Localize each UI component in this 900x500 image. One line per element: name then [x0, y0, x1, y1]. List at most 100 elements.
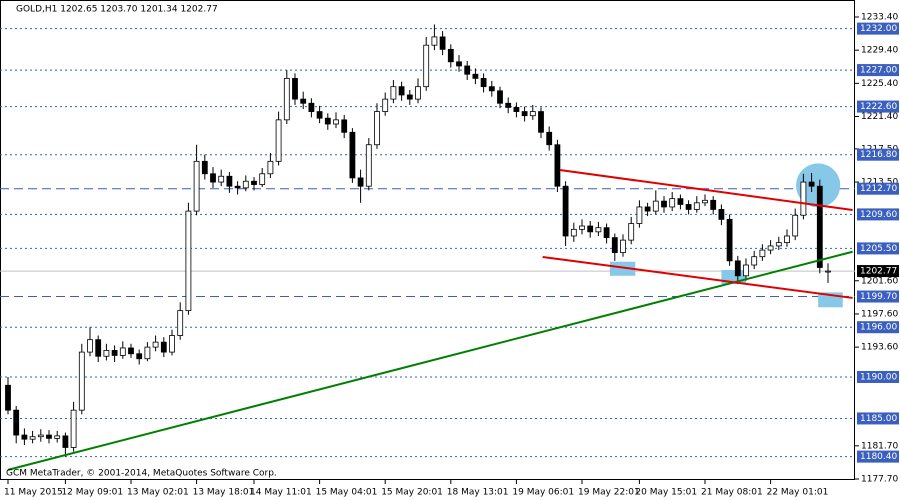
level-label: 1185.00 — [860, 414, 897, 424]
candle-body — [275, 119, 282, 162]
level-label: 1199.70 — [860, 292, 897, 302]
last-price-box — [857, 265, 899, 278]
candle-body — [661, 200, 667, 208]
highlight-ellipse — [796, 163, 841, 208]
candle-body — [825, 270, 831, 273]
candle-body — [29, 436, 36, 440]
candle-body — [210, 173, 216, 183]
candle-body — [128, 347, 134, 355]
candle-body — [218, 175, 225, 183]
x-tick-label: 18 May 13:01 — [447, 488, 509, 498]
trend-line — [7, 250, 853, 471]
candle-body — [406, 94, 413, 100]
y-tick-label: 1181.70 — [861, 441, 898, 451]
level-label-box — [857, 148, 899, 161]
candle-body — [538, 111, 544, 133]
chart-title: GOLD,H1 1202.65 1203.70 1201.34 1202.77 — [16, 5, 218, 15]
level-label-box — [857, 242, 899, 255]
candle-body — [513, 107, 520, 112]
candle-body — [529, 111, 536, 117]
level-label-box — [857, 64, 899, 77]
level-label: 1196.00 — [860, 323, 897, 333]
candle-body — [357, 177, 364, 187]
y-tick-label: 1229.40 — [861, 46, 898, 56]
candle-body — [390, 86, 397, 100]
level-label-box — [857, 412, 899, 425]
x-tick-label: 15 May 20:01 — [381, 488, 443, 498]
level-label-box — [857, 208, 899, 221]
axes: 1233.401229.401225.401221.401217.501213.… — [4, 13, 899, 498]
candle-body — [784, 235, 790, 244]
x-tick-label: 19 May 06:01 — [512, 488, 574, 498]
last-price-label: 1202.77 — [860, 267, 897, 277]
candle-body — [808, 181, 815, 187]
candle-body — [718, 209, 725, 220]
candle-body — [21, 434, 28, 440]
candle-body — [456, 61, 462, 67]
candle-body — [423, 44, 430, 88]
candle-body — [579, 225, 585, 230]
x-tick-label: 19 May 22:01 — [578, 488, 640, 498]
candle-body — [144, 346, 151, 360]
y-tick-label: 1193.60 — [861, 343, 898, 353]
candle-body — [415, 86, 421, 100]
candle-body — [177, 310, 184, 336]
candle-body — [62, 435, 69, 448]
candle-body — [333, 119, 339, 125]
candle-body — [87, 339, 93, 353]
candle-body — [652, 200, 659, 212]
candle-body — [193, 160, 200, 212]
candle-body — [119, 347, 126, 356]
candle-body — [13, 409, 20, 436]
level-label: 1216.80 — [860, 150, 897, 160]
level-label: 1227.00 — [860, 66, 897, 76]
candle-body — [775, 242, 782, 247]
y-tick-label: 1177.70 — [861, 475, 898, 485]
candle-body — [702, 199, 708, 204]
level-label-box — [857, 321, 899, 334]
candle-body — [136, 353, 143, 360]
candle-body — [743, 264, 749, 277]
candle-body — [546, 131, 553, 146]
candle-body — [37, 434, 44, 438]
candle-body — [464, 65, 471, 75]
candle-body — [300, 98, 307, 104]
candle-body — [54, 435, 61, 439]
candle-body — [78, 351, 85, 411]
copyright: GCM MetaTrader, © 2001-2014, MetaQuotes … — [6, 469, 277, 479]
candle-body — [693, 202, 700, 210]
candle-body — [431, 36, 438, 46]
candle-body — [398, 86, 405, 96]
candle-body — [488, 86, 495, 92]
candle-body — [267, 160, 274, 175]
candle-body — [685, 204, 692, 210]
level-label: 1190.00 — [860, 372, 897, 382]
level-label-box — [857, 370, 899, 383]
candle-body — [152, 341, 159, 348]
trend-line — [542, 255, 853, 299]
y-tick-label: 1233.40 — [861, 13, 898, 23]
x-tick-label: 22 May 01:01 — [767, 488, 829, 498]
x-tick-label: 13 May 18:01 — [193, 488, 255, 498]
candle-body — [324, 117, 331, 125]
candle-body — [562, 185, 569, 237]
candle-body — [800, 181, 807, 216]
candle-body — [95, 339, 102, 357]
candle-body — [792, 214, 799, 237]
candle-body — [169, 335, 175, 353]
x-tick-label: 13 May 02:01 — [127, 488, 189, 498]
candle-body — [5, 384, 11, 411]
level-label: 1180.40 — [860, 452, 897, 462]
candle-body — [620, 239, 626, 253]
candle-body — [595, 227, 602, 233]
candle-body — [734, 260, 741, 277]
highlight-box — [609, 261, 636, 276]
candle-body — [201, 160, 208, 175]
candle-body — [603, 227, 610, 239]
level-label: 1212.70 — [860, 184, 897, 194]
level-label: 1232.00 — [860, 24, 897, 34]
x-tick-label: 20 May 15:01 — [635, 488, 697, 498]
candle-body — [759, 249, 766, 258]
